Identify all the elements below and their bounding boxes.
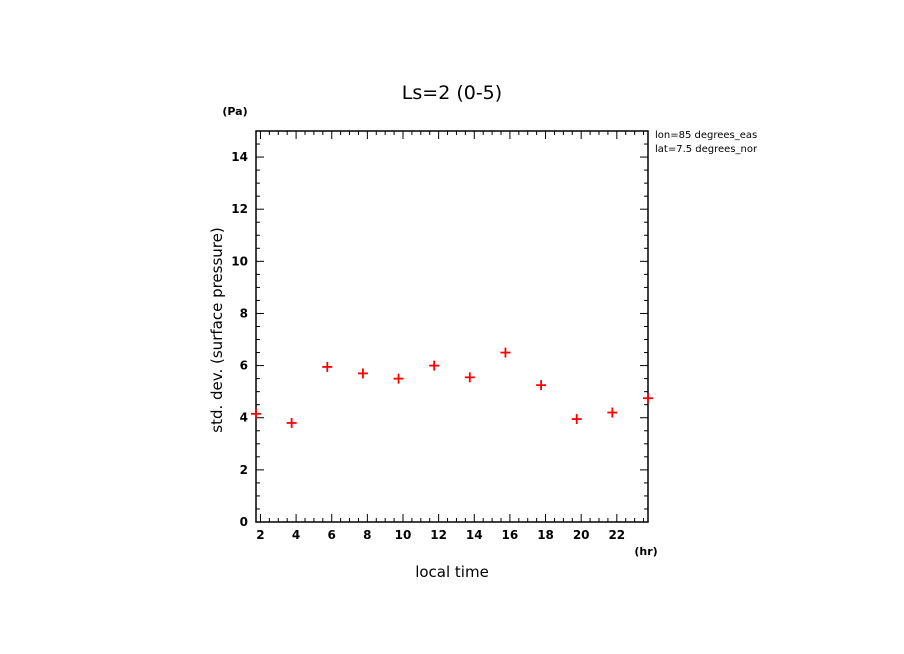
x-tick-label: 2 bbox=[256, 528, 264, 542]
data-point bbox=[251, 408, 261, 419]
data-point bbox=[286, 417, 297, 428]
chart-title: Ls=2 (0-5) bbox=[402, 82, 502, 104]
data-point bbox=[393, 373, 404, 384]
data-point bbox=[429, 360, 440, 371]
y-tick-label: 6 bbox=[240, 359, 248, 373]
data-point bbox=[464, 372, 475, 383]
annotation-lon: lon=85 degrees_eas bbox=[655, 130, 757, 141]
y-tick-label: 12 bbox=[231, 202, 248, 216]
x-tick-label: 12 bbox=[430, 528, 447, 542]
x-tick-label: 10 bbox=[395, 528, 412, 542]
x-tick-label: 16 bbox=[502, 528, 519, 542]
x-tick-label: 22 bbox=[608, 528, 625, 542]
x-tick-label: 18 bbox=[537, 528, 554, 542]
x-unit-label: (hr) bbox=[634, 545, 657, 558]
data-point bbox=[643, 393, 653, 404]
y-tick-label: 4 bbox=[240, 411, 248, 425]
data-point bbox=[322, 361, 333, 372]
y-unit-label: (Pa) bbox=[222, 105, 247, 118]
data-point bbox=[536, 380, 547, 391]
data-points bbox=[251, 347, 653, 428]
data-point bbox=[607, 407, 618, 418]
x-tick-labels: 2 4 6 8 10 12 14 16 18 20 22 bbox=[256, 528, 625, 542]
y-tick-label: 10 bbox=[231, 254, 248, 268]
plot-frame bbox=[255, 130, 649, 523]
x-tick-label: 20 bbox=[573, 528, 590, 542]
x-tick-label: 8 bbox=[363, 528, 371, 542]
x-axis-label: local time bbox=[415, 563, 489, 581]
data-point bbox=[357, 368, 368, 379]
y-tick-label: 0 bbox=[240, 515, 248, 529]
y-tick-labels: 0 2 4 6 8 10 12 14 bbox=[231, 150, 248, 529]
x-tick-label: 4 bbox=[292, 528, 300, 542]
y-tick-label: 14 bbox=[231, 150, 248, 164]
y-axis-label: std. dev. (surface pressure) bbox=[208, 227, 226, 432]
plot-axes bbox=[255, 130, 649, 523]
data-point bbox=[571, 414, 582, 425]
y-tick-label: 8 bbox=[240, 306, 248, 320]
x-tick-label: 14 bbox=[466, 528, 483, 542]
x-tick-label: 6 bbox=[328, 528, 336, 542]
y-tick-label: 2 bbox=[240, 463, 248, 477]
annotation-lat: lat=7.5 degrees_nor bbox=[655, 144, 758, 155]
data-point bbox=[500, 347, 511, 358]
